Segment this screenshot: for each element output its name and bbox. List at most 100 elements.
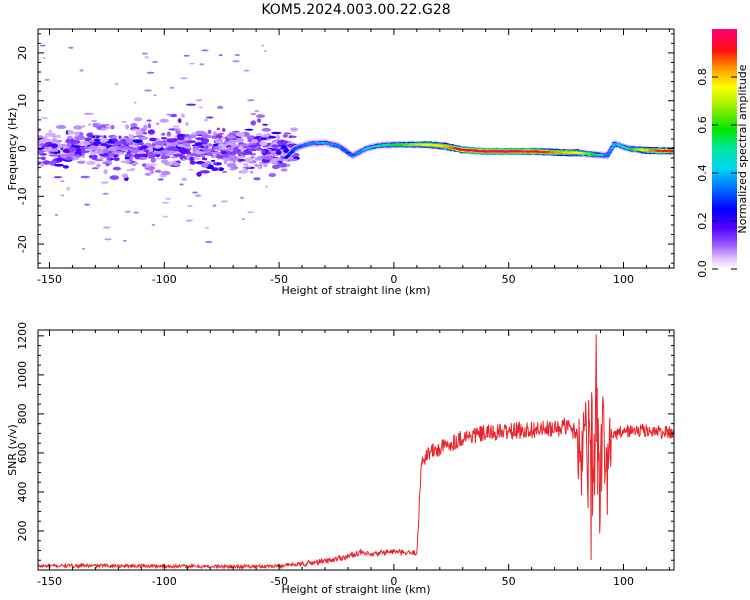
spectrogram-cell [86,161,96,165]
spectrogram-cell [217,157,221,160]
spectrogram-cell [243,163,249,166]
spectrogram-cell [226,134,236,139]
spectrogram-cell [146,71,155,74]
spectrogram-cell [130,148,139,154]
snr-y-label: SNR (v/v) [6,424,19,476]
spectrogram-cell [51,135,57,138]
spectrogram-cell [198,106,203,109]
spectrogram-cell [280,147,289,150]
spectrogram-cell [208,148,217,151]
spectrogram-cell [177,118,182,124]
spectrogram-cell [261,150,266,154]
colorbar-tick-label: 0.8 [696,68,709,86]
spectrogram-cell [217,105,224,110]
spectrogram-cell [83,112,95,116]
spectrogram-cell [78,142,86,147]
x-tick-label: -100 [152,273,177,286]
spectrogram-cell [212,204,217,207]
spectrogram-cell [77,160,86,164]
spectrogram-cell [195,99,203,102]
spectrogram-cell [55,124,67,129]
spectrogram-cell [134,117,143,122]
spectrogram-cell [169,161,173,166]
spectrogram-cell [171,162,181,167]
spectrogram-cell [181,177,188,181]
spectrogram-cell [107,146,117,152]
spectrogram-cell [51,138,58,142]
y-tick-label: 20 [16,46,29,60]
spectrogram-cell [159,118,169,123]
snr-marks [38,334,674,570]
x-tick-label: -150 [37,273,62,286]
spectrogram-cell [103,226,111,229]
spectrogram-cell [128,144,139,148]
spectrogram-cell [142,163,147,167]
spectrogram-cell [40,117,49,120]
spectrogram-cell [60,180,65,183]
spectrogram-cell [157,178,164,181]
spectrogram-cell [265,185,268,188]
spectrogram-cell [202,157,208,161]
spectrogram-cell [96,135,100,139]
spectrogram-cell [279,153,286,157]
spectrogram-cell [241,154,246,157]
snr-ticks: -150 -100 -50 0 50 100 200 400 600 800 1000 1200 [16,322,674,588]
spectrogram-cell [112,135,118,139]
spectrogram-cell [235,132,245,137]
spectrogram-cell [253,177,261,181]
spectrogram-cell [215,141,223,144]
spectrogram-cell [128,134,134,139]
spectrogram-cell [84,203,90,206]
spectrogram-cell [254,163,258,167]
y-tick-label: -10 [16,187,29,205]
spectrogram-marks [38,44,674,250]
x-tick-label: 100 [613,575,634,588]
spectrogram-cell [195,194,202,197]
spectrogram-cell [143,124,148,130]
spectrogram-cell [256,147,263,151]
spectrogram-cell [204,118,208,122]
spectrogram-cell [196,130,206,135]
y-tick-label: 800 [16,403,29,424]
spectrogram-cell [66,187,70,191]
spectrogram-cell [212,131,217,136]
colorbar-ticks: 0.0 0.2 0.4 0.6 0.8 [696,68,737,278]
spectrogram-cell [194,142,203,146]
spectrogram-cell [260,137,268,141]
snr-frame [37,329,675,571]
spectrogram-cell [132,139,143,144]
spectrogram-cell [205,241,213,243]
y-tick-label: 400 [16,481,29,502]
spectrogram-cell [249,170,254,174]
spectrogram-cell [97,122,101,125]
spectrogram-cell [214,148,223,151]
spectrogram-cell [150,157,156,163]
spectrogram-cell [115,140,124,145]
spectrogram-cell [133,211,139,214]
spectrogram-cell [38,149,43,155]
spectrogram-cell [221,128,226,132]
spectrogram-cell [232,60,241,63]
spectrogram-cell [49,160,57,166]
spectrogram-cell [97,149,104,154]
spectrogram-cell [91,156,98,161]
spectrogram-cell [110,124,115,130]
spectrogram-cell [165,143,173,146]
spectrogram-cell [72,145,81,149]
spectrogram-x-label: Height of straight line (km) [281,284,430,297]
spectrogram-cell [57,150,61,154]
spectrogram-cell [166,138,178,143]
spectrogram-cell [240,169,249,174]
x-tick-label: 100 [613,273,634,286]
spectrogram-cell [133,101,137,104]
spectrogram-cell [160,156,168,160]
spectrogram-cell [155,151,162,155]
spectrogram-cell [54,213,58,216]
spectrogram-cell [155,157,161,160]
spectrogram-cell [278,161,283,164]
spectrogram-cell [264,50,267,52]
spectrogram-cell [161,201,170,204]
spectrogram-cell [160,149,170,154]
